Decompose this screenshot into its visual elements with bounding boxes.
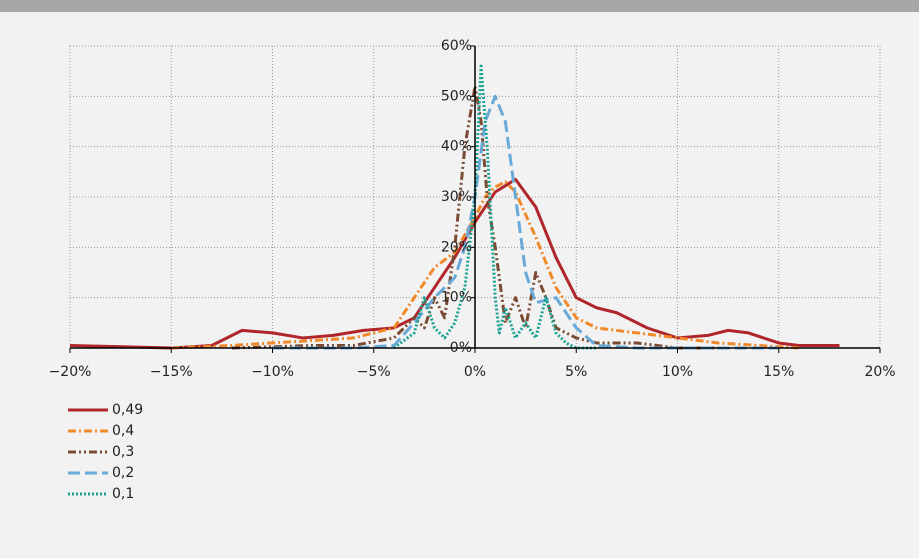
- x-tick-label: 10%: [662, 364, 693, 380]
- y-tick-label: 60%: [441, 38, 472, 54]
- line-series: [231, 84, 718, 350]
- line-series: [272, 94, 779, 350]
- legend-label: 0,1: [112, 486, 134, 502]
- line-series: [393, 64, 597, 350]
- y-tick-label: 20%: [441, 239, 472, 255]
- y-tick-label: 30%: [441, 189, 472, 205]
- x-tick-label: 5%: [565, 364, 587, 380]
- x-tick-label: −20%: [49, 364, 92, 380]
- x-tick-label: 20%: [864, 364, 895, 380]
- y-tick-label: 10%: [441, 290, 472, 306]
- x-tick-label: 0%: [464, 364, 486, 380]
- y-tick-label: 50%: [441, 88, 472, 104]
- legend-label: 0,3: [112, 444, 134, 460]
- line-series: [69, 177, 840, 350]
- y-tick-label: 0%: [450, 340, 472, 356]
- legend-label: 0,49: [112, 402, 143, 418]
- line-series: [171, 180, 800, 350]
- x-tick-label: −10%: [251, 364, 294, 380]
- y-tick-label: 40%: [441, 139, 472, 155]
- x-tick-label: −15%: [150, 364, 193, 380]
- x-tick-label: 15%: [763, 364, 794, 380]
- legend-label: 0,4: [112, 423, 134, 439]
- top-bar: [0, 0, 919, 12]
- legend-label: 0,2: [112, 465, 134, 481]
- x-tick-label: −5%: [357, 364, 391, 380]
